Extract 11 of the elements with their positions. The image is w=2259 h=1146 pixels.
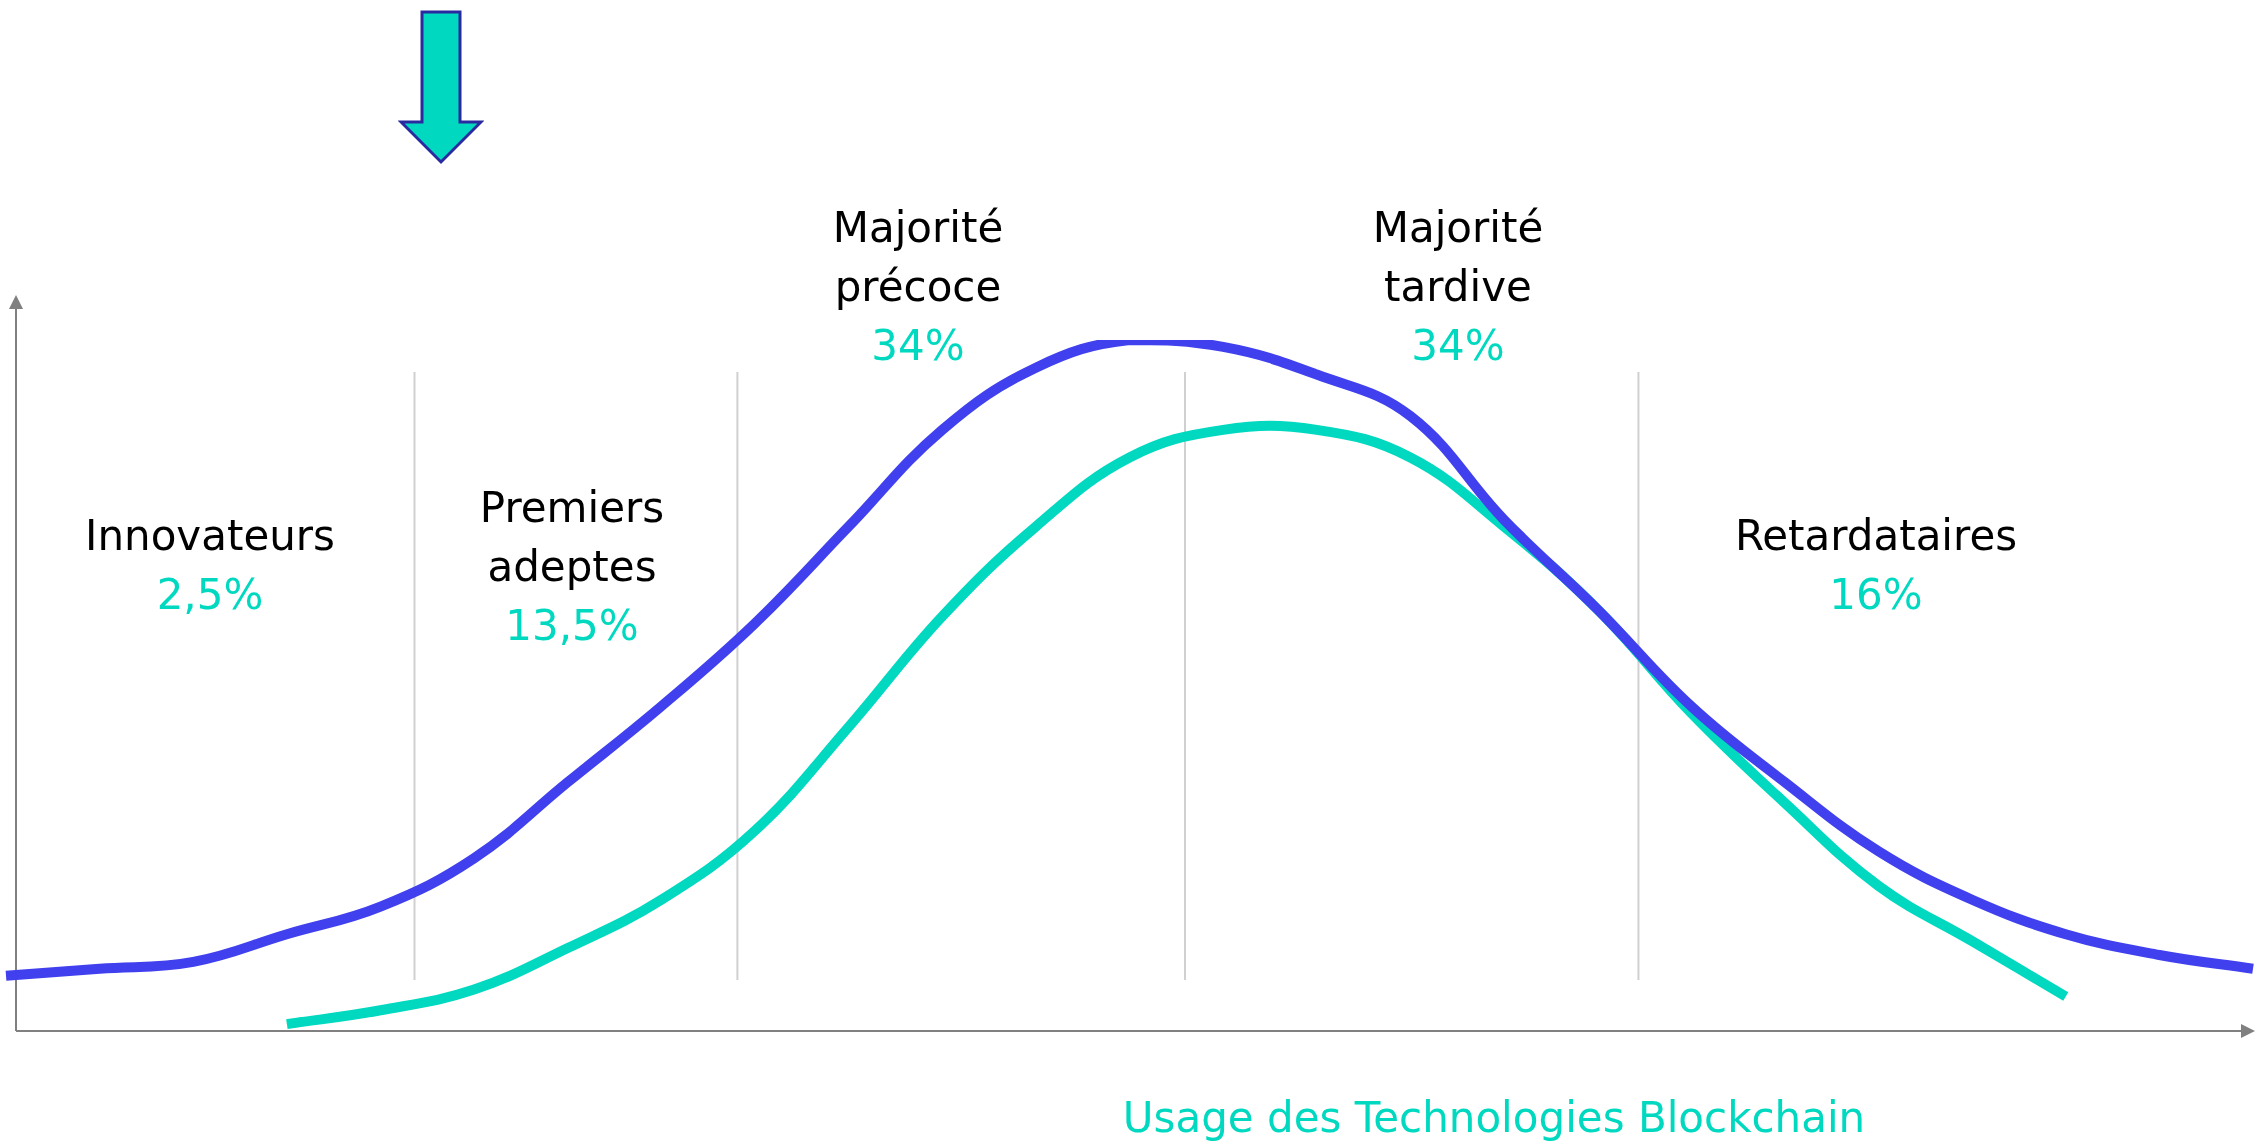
annotation: 2,5% (155, 569, 265, 621)
annotation: 34% (1410, 320, 1506, 372)
x-axis-title: Usage des Technologies Blockchain (1122, 1092, 1866, 1144)
annotation: 34% (870, 320, 966, 372)
annotation: Premiers adeptes (478, 482, 666, 593)
annotation: 13,5% (504, 600, 640, 652)
annotation: 16% (1828, 569, 1924, 621)
text: Majorité tardive (1371, 202, 1545, 313)
annotation: Innovateurs (84, 510, 336, 562)
annotation: Retardataires (1733, 510, 2019, 562)
text: Majorité précoce (831, 202, 1005, 313)
